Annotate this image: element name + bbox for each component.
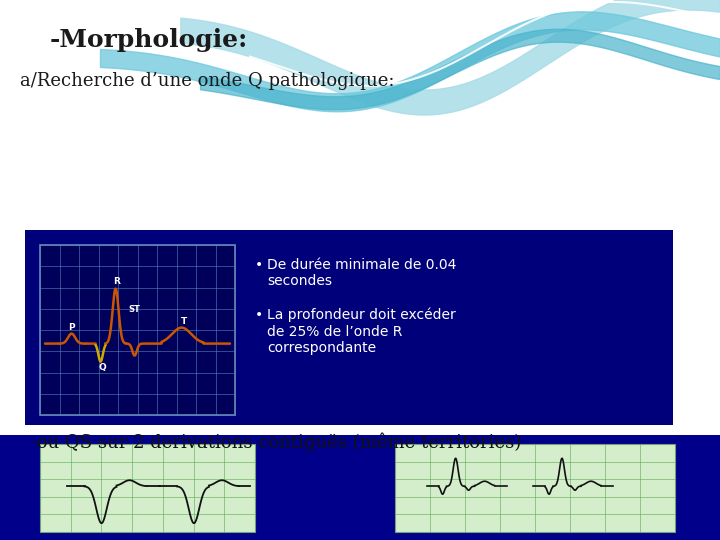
- FancyBboxPatch shape: [395, 444, 675, 532]
- Text: -ou QS sur 2 derivations contiguës (même territories): -ou QS sur 2 derivations contiguës (même…: [25, 432, 521, 451]
- Text: La profondeur doit excéder
de 25% de l’onde R
correspondante: La profondeur doit excéder de 25% de l’o…: [267, 308, 456, 355]
- Text: T: T: [181, 316, 187, 326]
- Text: ST: ST: [129, 305, 140, 314]
- Text: R: R: [114, 276, 120, 286]
- FancyBboxPatch shape: [0, 435, 720, 540]
- Text: •: •: [255, 308, 264, 322]
- Text: a/Recherche d’une onde Q pathologique:: a/Recherche d’une onde Q pathologique:: [20, 72, 395, 90]
- Text: Q: Q: [99, 362, 107, 372]
- Text: De durée minimale de 0.04
secondes: De durée minimale de 0.04 secondes: [267, 258, 456, 288]
- Text: •: •: [255, 258, 264, 272]
- FancyBboxPatch shape: [25, 230, 673, 425]
- Text: -Morphologie:: -Morphologie:: [50, 28, 248, 52]
- Text: P: P: [68, 322, 75, 332]
- FancyBboxPatch shape: [40, 245, 235, 415]
- FancyBboxPatch shape: [40, 444, 255, 532]
